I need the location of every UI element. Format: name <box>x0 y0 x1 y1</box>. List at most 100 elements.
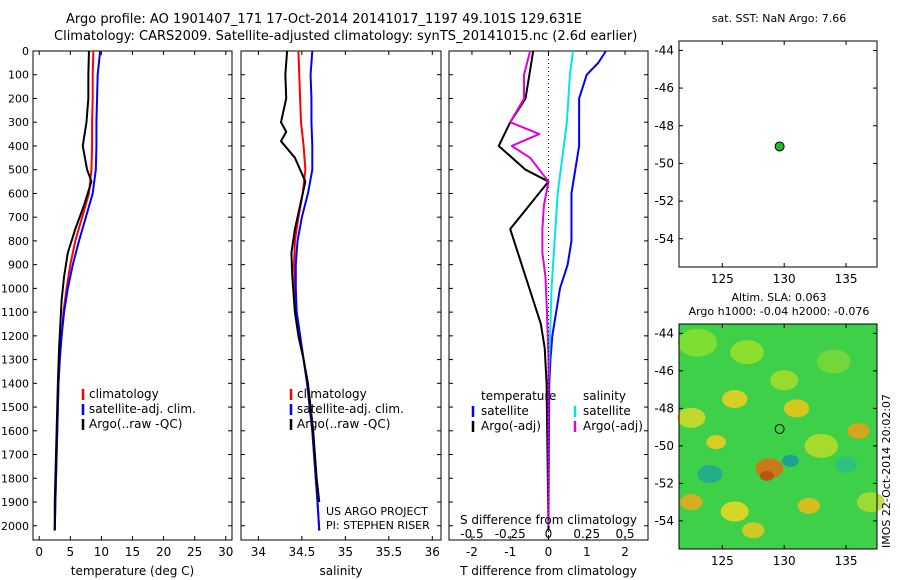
y-tick-label: 1800 <box>1 472 29 485</box>
y-tick-label: -46 <box>654 81 674 95</box>
series-line-s-argo-adj- <box>509 50 550 526</box>
y-tick-label: 1300 <box>1 354 29 367</box>
differences-x-label: T difference from climatology <box>459 564 637 578</box>
sla_map-panel: 125 130 135 -44 -46 -48 -50 -52 -54 Altim. SLA: 0… <box>654 291 893 568</box>
y-tick-label: 800 <box>8 235 29 248</box>
y-tick-label: 1500 <box>1 401 29 414</box>
sst-map-title: sat. SST: NaN Argo: 7.66 <box>712 12 846 25</box>
y-tick-label: 400 <box>8 140 29 153</box>
y-tick-label: 600 <box>8 187 29 200</box>
y-tick-label: -44 <box>654 43 674 57</box>
x-tick-label: 10 <box>94 545 109 559</box>
heatmap-cell <box>722 390 748 408</box>
y-tick-label: -46 <box>654 364 674 378</box>
y-tick-label: 0 <box>22 45 29 58</box>
legend-label: Argo(-adj) <box>583 419 643 433</box>
x-tick-label: 135 <box>835 272 858 286</box>
heatmap-cell <box>759 470 774 481</box>
y-tick-label: -48 <box>654 119 674 133</box>
series-line-t-argo-adj- <box>497 50 550 531</box>
x-tick-label: 35 <box>338 545 353 559</box>
y-tick-label: 1000 <box>1 282 29 295</box>
series-line-t-satellite <box>547 50 607 531</box>
x-tick-label: 135 <box>835 554 858 568</box>
figure-title-line-1: Argo profile: AO 1901407_171 17-Oct-2014… <box>66 12 583 27</box>
x-tick-label: -2 <box>466 545 478 559</box>
y-tick-label: -44 <box>654 326 674 340</box>
heatmap-cell <box>847 422 870 439</box>
legend-label: satellite-adj. clim. <box>297 402 404 416</box>
x-tick-label: 36 <box>425 545 440 559</box>
legend-label: climatology <box>89 387 159 401</box>
y-tick-label: 900 <box>8 259 29 272</box>
differences-panel: -2 -1 0 1 2 T difference from climatology S di… <box>448 50 649 578</box>
legend-label: satellite <box>481 404 529 418</box>
sla-map-subtitle: Argo h1000: -0.04 h2000: -0.076 <box>689 305 870 318</box>
legend-title-salinity: salinity <box>583 389 626 403</box>
heatmap-cell <box>783 399 810 418</box>
legend-label: Argo(-adj) <box>481 419 541 433</box>
heatmap-cell <box>781 454 799 467</box>
heatmap-cell <box>697 465 723 483</box>
x-tick-label: 125 <box>711 272 734 286</box>
series-line-s-satellite <box>547 50 574 526</box>
legend-label: satellite-adj. clim. <box>89 402 196 416</box>
x-tick-label: 0 <box>35 545 43 559</box>
y-tick-label: 200 <box>8 92 29 105</box>
y-tick-label: -52 <box>654 476 674 490</box>
y-tick-label: 1900 <box>1 496 29 509</box>
y-tick-label: 500 <box>8 164 29 177</box>
x-tick-label: 5 <box>66 545 74 559</box>
legend-title-temperature: temperature <box>481 389 556 403</box>
s-tick-label: 0.5 <box>615 527 634 541</box>
sla-map-title: Altim. SLA: 0.063 <box>731 291 826 304</box>
heatmap-cell <box>804 433 839 458</box>
sla_map-frame <box>678 323 878 550</box>
x-tick-label: 130 <box>773 554 796 568</box>
y-tick-label: -48 <box>654 401 674 415</box>
x-tick-label: 25 <box>187 545 202 559</box>
s-tick-label: 0 <box>545 527 553 541</box>
y-tick-label: -52 <box>654 194 674 208</box>
y-tick-label: 1700 <box>1 449 29 462</box>
y-tick-label: 2000 <box>1 520 29 533</box>
sst_map-panel: 125 130 135 -44 -46 -48 -50 -52 -54 sat. SST: NaN… <box>654 12 878 286</box>
heatmap-cell <box>834 456 858 473</box>
heatmap-cell <box>770 370 799 391</box>
series-line-argo-raw-qc- <box>53 50 93 531</box>
credit-project: US ARGO PROJECT <box>326 505 428 518</box>
x-tick-label: 0 <box>545 545 553 559</box>
differences-s-label: S difference from climatology <box>460 513 637 527</box>
salinity-x-label: salinity <box>319 564 362 578</box>
x-tick-label: -1 <box>504 545 516 559</box>
sst_map-background <box>679 41 877 267</box>
s-tick-label: 0.25 <box>573 527 600 541</box>
credit-pi: PI: STEPHEN RISER <box>326 519 430 532</box>
y-tick-label: 100 <box>8 69 29 82</box>
x-tick-label: 34.5 <box>289 545 316 559</box>
y-tick-label: 1600 <box>1 425 29 438</box>
series-line-argo-raw-qc- <box>280 50 321 503</box>
x-tick-label: 30 <box>218 545 233 559</box>
temperature-x-label: temperature (deg C) <box>71 564 194 578</box>
heatmap-cell <box>680 494 703 511</box>
heatmap-cell <box>677 407 706 428</box>
y-tick-label: 300 <box>8 116 29 129</box>
y-tick-label: 1400 <box>1 377 29 390</box>
sst_map-frame <box>678 40 878 268</box>
x-tick-label: 35.5 <box>375 545 402 559</box>
heatmap-cell <box>677 328 718 357</box>
x-tick-label: 130 <box>773 272 796 286</box>
heatmap-cell <box>856 492 885 513</box>
salinity-frame <box>240 50 442 541</box>
x-tick-label: 1 <box>583 545 591 559</box>
legend-label: Argo(..raw -QC) <box>297 417 390 431</box>
x-tick-label: 20 <box>156 545 171 559</box>
y-tick-label: -50 <box>654 156 674 170</box>
argo-position-marker <box>774 424 785 434</box>
heatmap-cell <box>720 501 749 522</box>
heatmap-cell <box>706 435 726 450</box>
sla-map-side-label: IMOS 22-Oct-2014 20:02:07 <box>880 394 893 548</box>
y-tick-label: 700 <box>8 211 29 224</box>
y-tick-label: -54 <box>654 514 674 528</box>
